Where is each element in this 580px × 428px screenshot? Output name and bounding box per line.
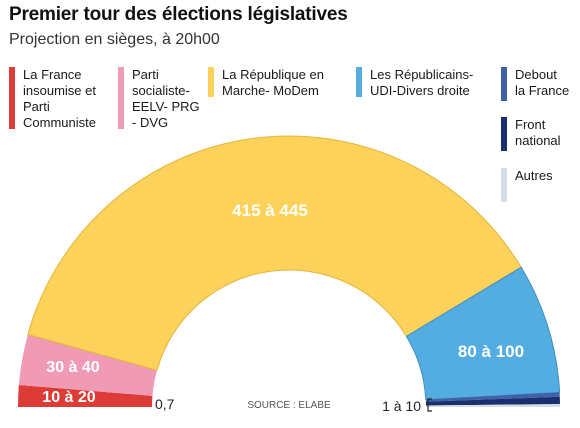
data-label: 0,7 — [155, 396, 175, 412]
legend-label: Parti socialiste- EELV- PRG - DVG — [132, 67, 200, 131]
legend-label-line: socialiste- — [132, 83, 190, 98]
small-parties-bracket — [427, 398, 432, 412]
legend-label-line: la France — [515, 83, 570, 98]
data-label: 10 à 20 — [42, 389, 95, 406]
legend-label-line: La République en — [222, 67, 324, 82]
legend-swatch — [501, 117, 507, 151]
legend-label-line: insoumise et — [23, 83, 96, 98]
source-note: SOURCE : ELABE — [247, 400, 331, 411]
legend-label: Debout la France — [515, 67, 569, 99]
legend-label-line: Autres — [515, 168, 553, 183]
legend-label-line: Parti — [132, 67, 159, 82]
legend-label-line: La France — [23, 67, 82, 82]
hemicycle-slice — [425, 392, 560, 402]
legend-label-line: Les Républicains- — [370, 67, 474, 82]
legend-swatch — [208, 67, 214, 97]
data-label: 30 à 40 — [46, 359, 99, 376]
hemicycle-slice — [425, 404, 560, 407]
data-label: 1 à 10 — [382, 398, 421, 414]
legend-label-line: EELV- PRG — [132, 99, 200, 114]
data-label: 415 à 445 — [232, 201, 308, 220]
legend-label: Les Républicains- UDI-Divers droite — [370, 67, 473, 99]
legend-swatch — [118, 67, 124, 129]
hemicycle-slice — [18, 334, 157, 396]
legend-label-line: UDI-Divers droite — [370, 83, 470, 98]
legend-label-line: Communiste — [23, 115, 96, 130]
hemicycle-slice — [425, 396, 560, 406]
hemicycle-slice — [405, 266, 561, 401]
legend-label: Autres — [515, 168, 553, 184]
hemicycle-slice — [27, 135, 522, 371]
legend-label-line: - DVG — [132, 115, 169, 130]
legend-label: La République en Marche- MoDem — [222, 67, 324, 99]
legend-swatch — [501, 67, 507, 101]
legend-label-line: national — [515, 133, 561, 148]
legend-label-line: Marche- MoDem — [222, 83, 319, 98]
legend-label-line: Parti — [23, 99, 50, 114]
legend-label-line: Front — [515, 117, 546, 132]
chart-title: Premier tour des élections législatives — [9, 4, 348, 25]
hemicycle-slice — [18, 385, 153, 407]
chart-subtitle: Projection en sièges, à 20h00 — [9, 31, 220, 48]
legend-swatch — [501, 168, 507, 202]
legend-label-line: Debout — [515, 67, 557, 82]
legend-label: Front national — [515, 117, 561, 149]
data-label: 80 à 100 — [458, 342, 524, 361]
legend-swatch — [356, 67, 362, 97]
legend-label: La France insoumise et Parti Communiste — [23, 67, 96, 131]
legend-swatch — [9, 67, 15, 129]
